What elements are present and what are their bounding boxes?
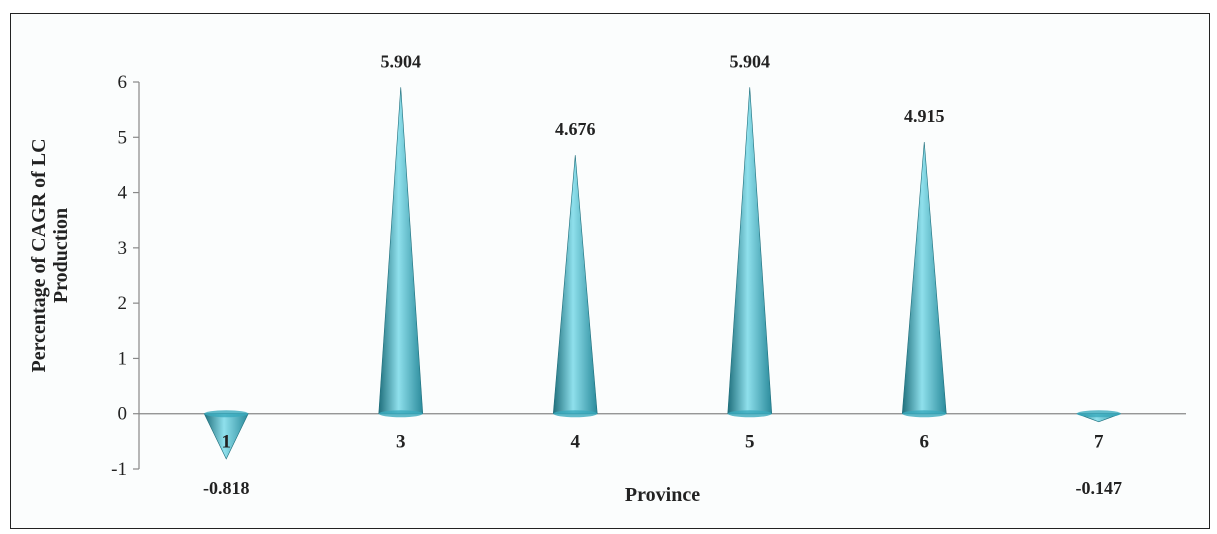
bar-cone-base	[1076, 410, 1121, 418]
bar-cone	[727, 87, 773, 415]
data-label: 5.904	[381, 51, 422, 71]
y-axis-title-line-2: Production	[50, 208, 72, 303]
data-labels: -0.818 5.904 4.676 5.904 4.915 -0.147	[203, 51, 1122, 498]
x-axis-tick-labels: 1 3 4 5 6 7	[222, 432, 1105, 453]
bar-cone-base	[378, 410, 423, 418]
y-axis-title-line-1: Percentage of CAGR of LC	[28, 138, 50, 372]
bar-cone-base	[553, 410, 598, 418]
y-tick-label: 4	[118, 183, 128, 204]
y-tick-label: -1	[111, 459, 127, 480]
y-tick-label: 0	[118, 404, 128, 425]
y-axis: -1 0 1 2 3 4 5 6	[111, 72, 140, 480]
bar-cone-base	[204, 410, 249, 418]
y-tick-label: 5	[118, 127, 128, 148]
bar-cone	[378, 87, 424, 415]
x-tick-label: 1	[222, 432, 232, 453]
x-tick-label: 7	[1094, 432, 1104, 453]
x-tick-label: 4	[571, 432, 581, 453]
y-tick-label: 1	[118, 348, 128, 369]
bar-cone	[552, 155, 598, 415]
x-tick-label: 3	[396, 432, 406, 453]
bar-cone-base	[902, 410, 947, 418]
data-label: 4.915	[904, 106, 945, 126]
cagr-cone-chart: Percentage of CAGR of LC Production Prov…	[28, 51, 1186, 506]
data-label: -0.818	[203, 478, 250, 498]
chart-frame: Percentage of CAGR of LC Production Prov…	[10, 13, 1210, 529]
y-tick-label: 6	[118, 72, 128, 93]
y-axis-title: Percentage of CAGR of LC Production	[28, 138, 72, 372]
data-label: 4.676	[555, 119, 596, 139]
y-tick-label: 3	[118, 238, 128, 259]
data-label: -0.147	[1076, 478, 1123, 498]
bar-cone-base	[727, 410, 772, 418]
x-tick-label: 6	[920, 432, 930, 453]
data-label: 5.904	[730, 51, 771, 71]
bars	[203, 87, 1121, 460]
x-tick-label: 5	[745, 432, 755, 453]
y-tick-label: 2	[118, 293, 128, 314]
bar-cone	[901, 141, 947, 415]
x-axis-title: Province	[625, 484, 700, 506]
